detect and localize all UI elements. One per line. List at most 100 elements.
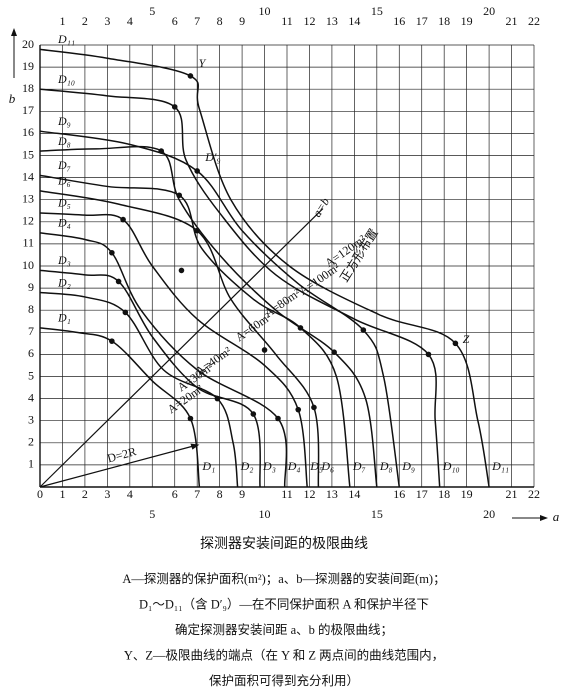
radius-arrow	[190, 443, 200, 450]
x-tick-label: 8	[217, 487, 223, 501]
x-tick-label-top: 17	[416, 14, 428, 28]
y-tick-label: 3	[28, 412, 34, 426]
curve-dot	[261, 347, 268, 353]
curve-dot	[120, 216, 126, 223]
curve-dot	[311, 404, 317, 411]
y-tick-label: 10	[22, 258, 34, 272]
caption-line: D₁～D₁₁（含 D′₉）—在不同保护面积 A 和保护半径下	[139, 596, 429, 611]
x-tick-label-top: 21	[506, 14, 518, 28]
x-tick-label-top: 8	[217, 14, 223, 28]
x-tick-label-top: 18	[438, 14, 450, 28]
y-tick-label: 14	[22, 169, 34, 183]
y-tick-label: 1	[28, 457, 34, 471]
curve-dot	[178, 267, 185, 274]
curve-label-bottom: D₁₁	[491, 459, 509, 473]
curve-label-bottom: D₄	[287, 459, 301, 473]
x-tick-label-top: 5	[149, 4, 155, 18]
y-axis-label: b	[9, 91, 16, 106]
annotation: Z	[463, 332, 470, 346]
curve-dot	[187, 73, 194, 79]
y-tick-label: 12	[22, 214, 34, 228]
x-tick-label-top: 6	[172, 14, 178, 28]
caption-line: 保护面积可得到充分利用）	[209, 673, 359, 688]
x-tick-label-top: 16	[393, 14, 405, 28]
curve-label-bottom: D₅	[309, 459, 323, 473]
x-tick-label-top: 10	[259, 4, 271, 18]
y-arrow-head	[11, 28, 17, 36]
curve-label-bottom: D₇	[352, 459, 366, 473]
curve-label: D₆	[57, 174, 71, 188]
curve-dot	[158, 148, 165, 154]
x-tick-label-top: 19	[461, 14, 473, 28]
diagonal-line	[39, 208, 324, 488]
curve-dot	[109, 338, 115, 344]
curve-label-bottom: D₉	[401, 459, 415, 473]
curve-dot	[452, 340, 459, 347]
caption-line: 确定探测器安装间距 a、b 的极限曲线；	[175, 622, 393, 637]
curve-label-bottom: D₆	[320, 459, 334, 473]
x-tick-label: 14	[348, 487, 360, 501]
chart-title: 探测器安装间距的极限曲线	[200, 536, 368, 552]
annotation: A=60m²	[233, 309, 274, 344]
curve-dot	[275, 415, 281, 422]
x-tick-label: 3	[104, 487, 110, 501]
annotation: D′₉	[204, 150, 220, 164]
radius-line	[39, 444, 198, 488]
curve-label-bottom: D₁	[201, 459, 215, 473]
limit-curve	[39, 232, 288, 488]
y-tick-label: 4	[28, 390, 34, 404]
curve-dot	[295, 406, 302, 413]
y-tick-label: 15	[22, 147, 34, 161]
y-tick-label: 11	[22, 236, 34, 250]
curve-label-bottom: D₂	[240, 459, 254, 473]
curve-label-bottom: D₁₀	[442, 459, 460, 473]
limit-curve	[39, 88, 441, 488]
curve-dot	[194, 227, 200, 234]
x-tick-label: 2	[82, 487, 88, 501]
curve-dot	[194, 168, 200, 174]
y-tick-label: 17	[22, 103, 34, 117]
x-tick-label: 21	[506, 487, 518, 501]
curve-label: D₁₁	[57, 32, 75, 46]
x-tick-label: 10	[259, 507, 271, 521]
curve-label: D₈	[57, 134, 71, 148]
x-tick-label: 6	[172, 487, 178, 501]
x-tick-label: 15	[371, 507, 383, 521]
y-tick-label: 2	[28, 435, 34, 449]
curve-dot	[171, 104, 178, 110]
curve-dot	[122, 309, 129, 316]
x-tick-label: 1	[59, 487, 65, 501]
x-tick-label: 4	[127, 487, 133, 501]
x-tick-label: 16	[393, 487, 405, 501]
annotation: Y	[199, 56, 207, 70]
y-tick-label: 8	[28, 302, 34, 316]
x-tick-label: 0	[37, 487, 43, 501]
caption-line: Y、Z—极限曲线的端点（在 Y 和 Z 两点间的曲线范围内，	[124, 647, 444, 662]
curve-label-bottom: D₈	[379, 459, 393, 473]
x-tick-label: 9	[239, 487, 245, 501]
x-tick-label-top: 9	[239, 14, 245, 28]
curve-dot	[187, 415, 194, 422]
x-tick-label: 5	[149, 507, 155, 521]
x-arrow-head	[540, 515, 548, 521]
limit-curve	[39, 130, 401, 488]
x-tick-label: 18	[438, 487, 450, 501]
y-tick-label: 6	[28, 346, 34, 360]
curve-label: D₂	[57, 275, 71, 289]
y-tick-label: 18	[22, 81, 34, 95]
curve-label: D₁	[57, 311, 71, 325]
annotation: A=100m²	[296, 260, 342, 298]
x-tick-label: 7	[194, 487, 200, 501]
x-tick-label-top: 14	[348, 14, 360, 28]
curve-dot	[360, 327, 367, 333]
x-axis-label: a	[553, 509, 560, 524]
x-tick-label-top: 3	[104, 14, 110, 28]
curve-label: D₁₀	[57, 72, 75, 86]
curve-dot	[331, 349, 337, 355]
y-tick-label: 16	[22, 125, 34, 139]
annotation: a=b	[310, 195, 333, 219]
x-tick-label: 11	[281, 487, 293, 501]
y-tick-label: 5	[28, 368, 34, 382]
x-tick-label: 13	[326, 487, 338, 501]
